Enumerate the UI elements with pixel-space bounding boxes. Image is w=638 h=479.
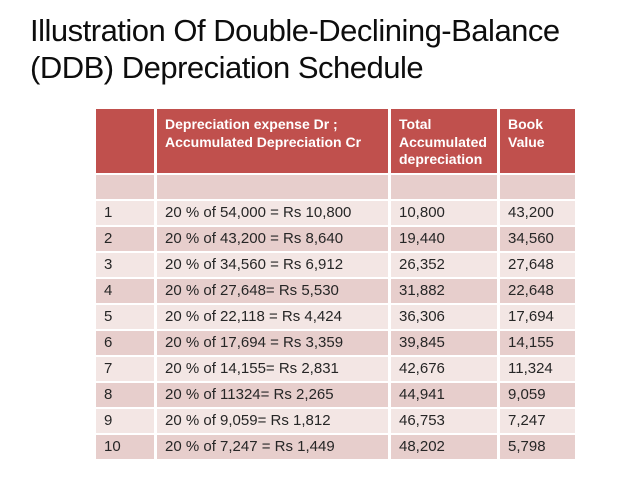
cell-total: 39,845 bbox=[391, 330, 497, 355]
header-book-value-cell: Book Value bbox=[500, 109, 575, 173]
cell-book: 11,324 bbox=[500, 356, 575, 381]
cell-year: 10 bbox=[96, 434, 154, 459]
table-body: 1 20 % of 54,000 = Rs 10,800 10,800 43,200 2… bbox=[96, 174, 575, 459]
cell-expense bbox=[157, 174, 388, 199]
cell-expense: 20 % of 43,200 = Rs 8,640 bbox=[157, 226, 388, 251]
cell-expense: 20 % of 27,648= Rs 5,530 bbox=[157, 278, 388, 303]
cell-expense: 20 % of 22,118 = Rs 4,424 bbox=[157, 304, 388, 329]
cell-total bbox=[391, 174, 497, 199]
table-row: 8 20 % of 11324= Rs 2,265 44,941 9,059 bbox=[96, 382, 575, 407]
table-row: 4 20 % of 27,648= Rs 5,530 31,882 22,648 bbox=[96, 278, 575, 303]
cell-year: 1 bbox=[96, 200, 154, 225]
cell-year: 7 bbox=[96, 356, 154, 381]
table-row bbox=[96, 174, 575, 199]
cell-book: 14,155 bbox=[500, 330, 575, 355]
header-year-cell bbox=[96, 109, 154, 173]
depreciation-schedule-table: Depreciation expense Dr ; Accumulated De… bbox=[93, 107, 578, 461]
cell-year: 5 bbox=[96, 304, 154, 329]
cell-expense: 20 % of 34,560 = Rs 6,912 bbox=[157, 252, 388, 277]
table-row: 1 20 % of 54,000 = Rs 10,800 10,800 43,200 bbox=[96, 200, 575, 225]
cell-total: 31,882 bbox=[391, 278, 497, 303]
table-row: 9 20 % of 9,059= Rs 1,812 46,753 7,247 bbox=[96, 408, 575, 433]
cell-total: 10,800 bbox=[391, 200, 497, 225]
cell-expense: 20 % of 54,000 = Rs 10,800 bbox=[157, 200, 388, 225]
cell-book: 17,694 bbox=[500, 304, 575, 329]
cell-expense: 20 % of 14,155= Rs 2,831 bbox=[157, 356, 388, 381]
table-row: 7 20 % of 14,155= Rs 2,831 42,676 11,324 bbox=[96, 356, 575, 381]
cell-expense: 20 % of 7,247 = Rs 1,449 bbox=[157, 434, 388, 459]
cell-total: 48,202 bbox=[391, 434, 497, 459]
cell-year: 4 bbox=[96, 278, 154, 303]
header-total-accumulated-cell: Total Accumulated depreciation bbox=[391, 109, 497, 173]
table-row: 3 20 % of 34,560 = Rs 6,912 26,352 27,648 bbox=[96, 252, 575, 277]
page-title: Illustration Of Double-Declining-Balance… bbox=[30, 13, 560, 85]
cell-expense: 20 % of 11324= Rs 2,265 bbox=[157, 382, 388, 407]
cell-book: 7,247 bbox=[500, 408, 575, 433]
cell-year bbox=[96, 174, 154, 199]
table-header-row: Depreciation expense Dr ; Accumulated De… bbox=[96, 109, 575, 173]
cell-total: 19,440 bbox=[391, 226, 497, 251]
cell-year: 2 bbox=[96, 226, 154, 251]
cell-book: 34,560 bbox=[500, 226, 575, 251]
cell-book: 43,200 bbox=[500, 200, 575, 225]
cell-book: 5,798 bbox=[500, 434, 575, 459]
table-row: 5 20 % of 22,118 = Rs 4,424 36,306 17,694 bbox=[96, 304, 575, 329]
cell-year: 6 bbox=[96, 330, 154, 355]
table-row: 6 20 % of 17,694 = Rs 3,359 39,845 14,155 bbox=[96, 330, 575, 355]
cell-total: 42,676 bbox=[391, 356, 497, 381]
table-row: 10 20 % of 7,247 = Rs 1,449 48,202 5,798 bbox=[96, 434, 575, 459]
cell-book bbox=[500, 174, 575, 199]
cell-year: 8 bbox=[96, 382, 154, 407]
cell-total: 26,352 bbox=[391, 252, 497, 277]
cell-year: 9 bbox=[96, 408, 154, 433]
table-row: 2 20 % of 43,200 = Rs 8,640 19,440 34,560 bbox=[96, 226, 575, 251]
header-expense-cell: Depreciation expense Dr ; Accumulated De… bbox=[157, 109, 388, 173]
cell-book: 9,059 bbox=[500, 382, 575, 407]
cell-year: 3 bbox=[96, 252, 154, 277]
cell-expense: 20 % of 9,059= Rs 1,812 bbox=[157, 408, 388, 433]
cell-book: 27,648 bbox=[500, 252, 575, 277]
cell-total: 36,306 bbox=[391, 304, 497, 329]
cell-total: 44,941 bbox=[391, 382, 497, 407]
cell-total: 46,753 bbox=[391, 408, 497, 433]
cell-expense: 20 % of 17,694 = Rs 3,359 bbox=[157, 330, 388, 355]
cell-book: 22,648 bbox=[500, 278, 575, 303]
